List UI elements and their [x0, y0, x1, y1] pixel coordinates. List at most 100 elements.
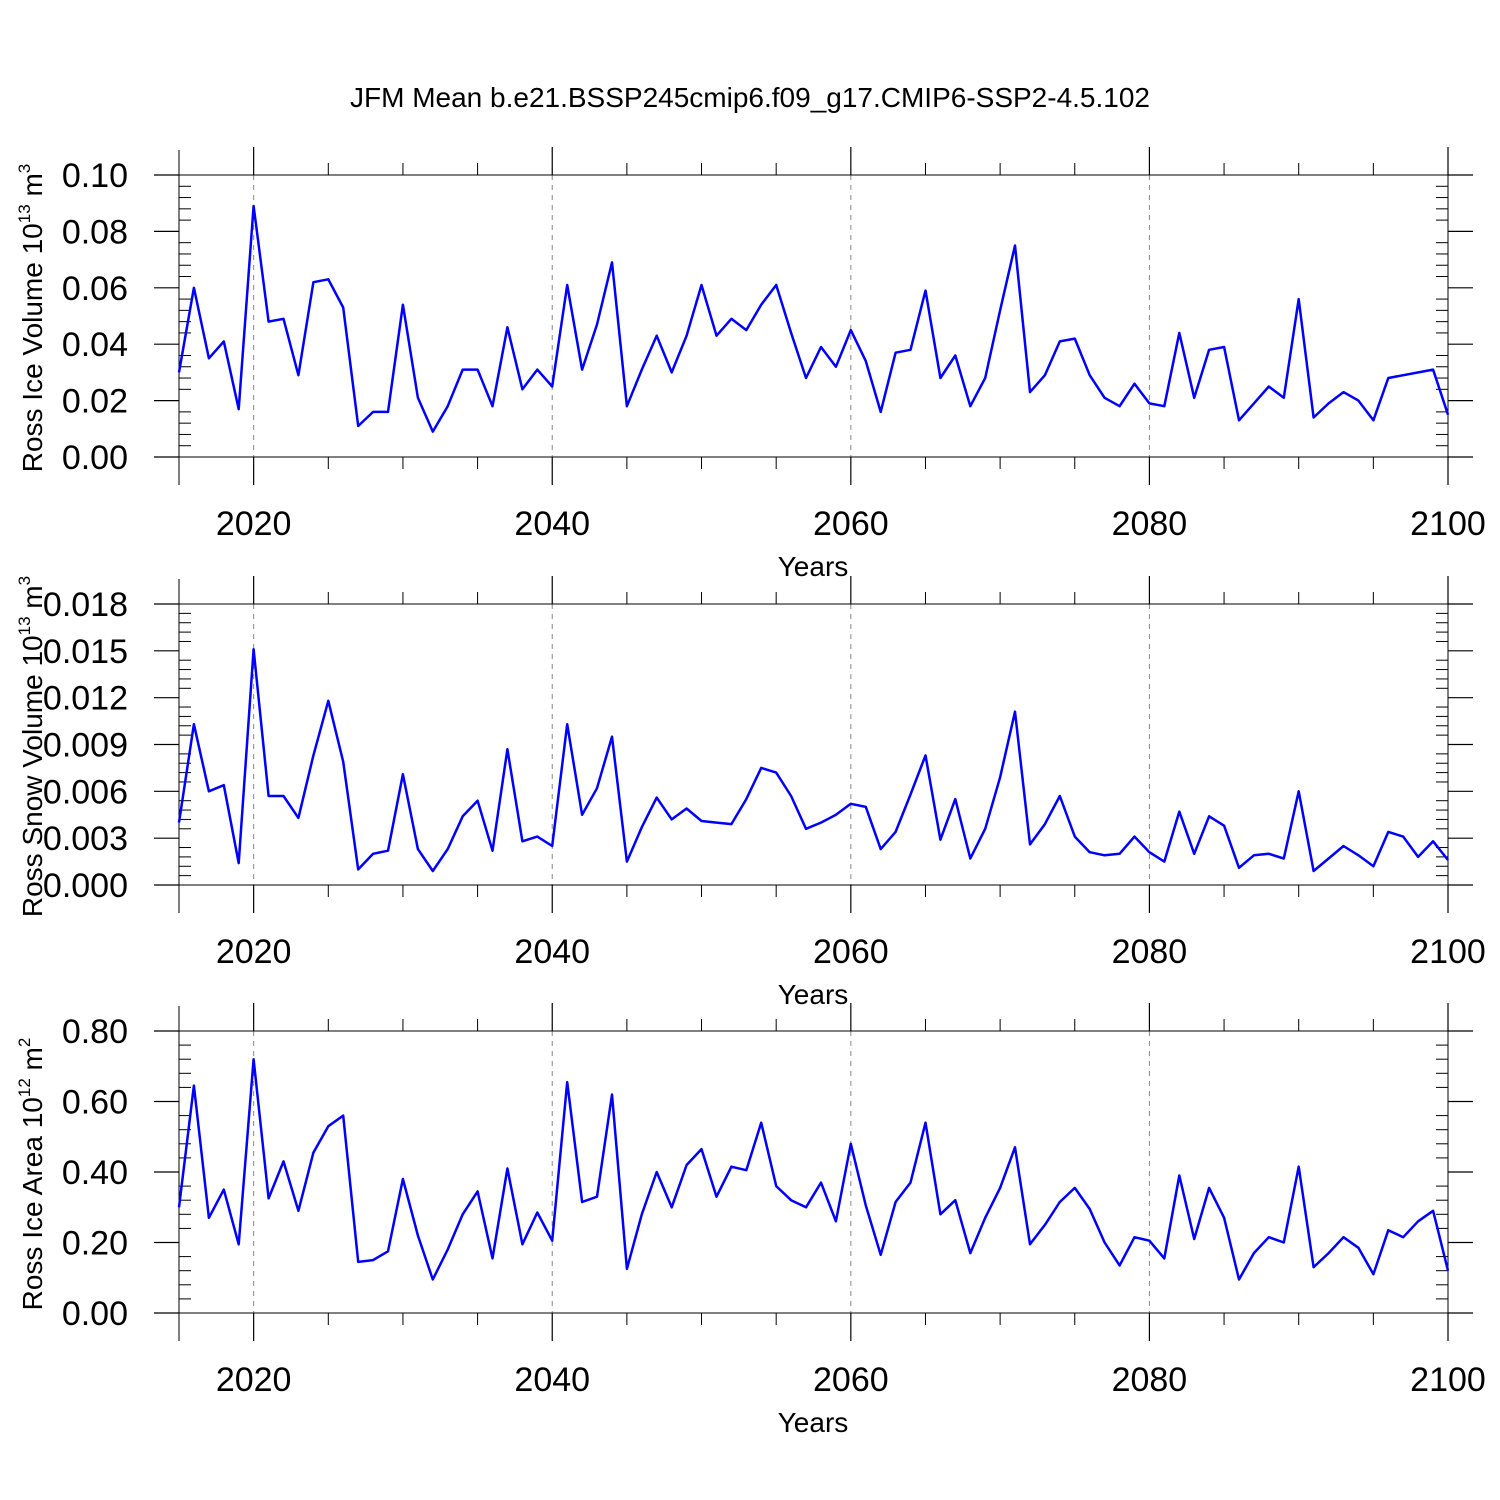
- data-point: [924, 754, 926, 756]
- data-point: [402, 773, 404, 775]
- data-point: [372, 1259, 374, 1261]
- data-point: [223, 784, 225, 786]
- data-point: [1283, 857, 1285, 859]
- data-point: [461, 815, 463, 817]
- data-point: [536, 835, 538, 837]
- data-point: [267, 320, 269, 322]
- data-point: [432, 430, 434, 432]
- data-point: [282, 1160, 284, 1162]
- data-point: [969, 857, 971, 859]
- data-point: [223, 1188, 225, 1190]
- data-point: [894, 351, 896, 353]
- x-axis-label: Years: [778, 1407, 849, 1438]
- y-tick-label: 0.012: [43, 680, 128, 718]
- y-axis-label-part: 2: [15, 1038, 34, 1047]
- data-point: [476, 368, 478, 370]
- data-point: [685, 1164, 687, 1166]
- data-point: [312, 754, 314, 756]
- data-point: [208, 357, 210, 359]
- data-point: [1044, 374, 1046, 376]
- data-point: [1088, 374, 1090, 376]
- data-point: [865, 1204, 867, 1206]
- data-point: [1118, 405, 1120, 407]
- data-point: [790, 1199, 792, 1201]
- data-point: [909, 1181, 911, 1183]
- data-point: [1432, 368, 1434, 370]
- data-point: [387, 1250, 389, 1252]
- data-point: [402, 304, 404, 306]
- data-point: [521, 388, 523, 390]
- data-point: [1059, 795, 1061, 797]
- data-point: [1014, 244, 1016, 246]
- data-point: [551, 385, 553, 387]
- x-tick-label: 2100: [1410, 1361, 1486, 1399]
- data-point: [178, 1206, 180, 1208]
- data-point: [1327, 1252, 1329, 1254]
- data-point: [1238, 867, 1240, 869]
- data-point: [700, 284, 702, 286]
- data-point: [805, 1206, 807, 1208]
- data-point: [670, 1206, 672, 1208]
- data-point: [1268, 385, 1270, 387]
- data-point: [1402, 835, 1404, 837]
- data-point: [1298, 1166, 1300, 1168]
- data-point: [879, 1254, 881, 1256]
- data-point: [1193, 853, 1195, 855]
- data-point: [1372, 1273, 1374, 1275]
- data-point: [566, 1081, 568, 1083]
- data-point: [805, 828, 807, 830]
- data-point: [700, 820, 702, 822]
- data-point: [1044, 1224, 1046, 1226]
- data-point: [1148, 402, 1150, 404]
- data-point: [999, 309, 1001, 311]
- data-point: [1133, 1236, 1135, 1238]
- data-point: [1163, 1257, 1165, 1259]
- data-point: [297, 1210, 299, 1212]
- data-point: [536, 1211, 538, 1213]
- data-point: [357, 868, 359, 870]
- data-point: [1223, 824, 1225, 826]
- data-point: [1148, 1240, 1150, 1242]
- data-point: [984, 377, 986, 379]
- data-point: [342, 760, 344, 762]
- data-point: [1312, 1266, 1314, 1268]
- y-tick-label: 0.00: [62, 1295, 128, 1333]
- data-point: [1178, 332, 1180, 334]
- y-tick-label: 0.04: [62, 326, 128, 364]
- data-point: [999, 776, 1001, 778]
- data-point: [969, 405, 971, 407]
- data-point: [656, 335, 658, 337]
- data-point: [372, 853, 374, 855]
- data-point: [581, 814, 583, 816]
- data-point: [879, 411, 881, 413]
- data-point: [491, 1257, 493, 1259]
- data-point: [611, 1093, 613, 1095]
- data-point: [1253, 1252, 1255, 1254]
- page-title: JFM Mean b.e21.BSSP245cmip6.f09_g17.CMIP…: [350, 82, 1150, 113]
- data-point: [267, 1197, 269, 1199]
- data-point: [372, 411, 374, 413]
- data-point: [1298, 298, 1300, 300]
- y-tick-label: 0.003: [43, 820, 128, 858]
- data-point: [357, 1261, 359, 1263]
- x-tick-label: 2100: [1410, 505, 1486, 543]
- data-point: [402, 1178, 404, 1180]
- data-point: [1342, 391, 1344, 393]
- data-point: [193, 1084, 195, 1086]
- data-point: [1133, 382, 1135, 384]
- data-point: [208, 1217, 210, 1219]
- data-point: [327, 278, 329, 280]
- data-point: [223, 340, 225, 342]
- data-point: [1133, 835, 1135, 837]
- data-point: [178, 371, 180, 373]
- data-point: [1029, 391, 1031, 393]
- data-point: [1327, 402, 1329, 404]
- data-point: [208, 790, 210, 792]
- data-point: [715, 821, 717, 823]
- data-point: [267, 795, 269, 797]
- data-point: [1372, 419, 1374, 421]
- data-point: [850, 803, 852, 805]
- data-point: [939, 377, 941, 379]
- data-point: [835, 366, 837, 368]
- data-point: [1193, 1238, 1195, 1240]
